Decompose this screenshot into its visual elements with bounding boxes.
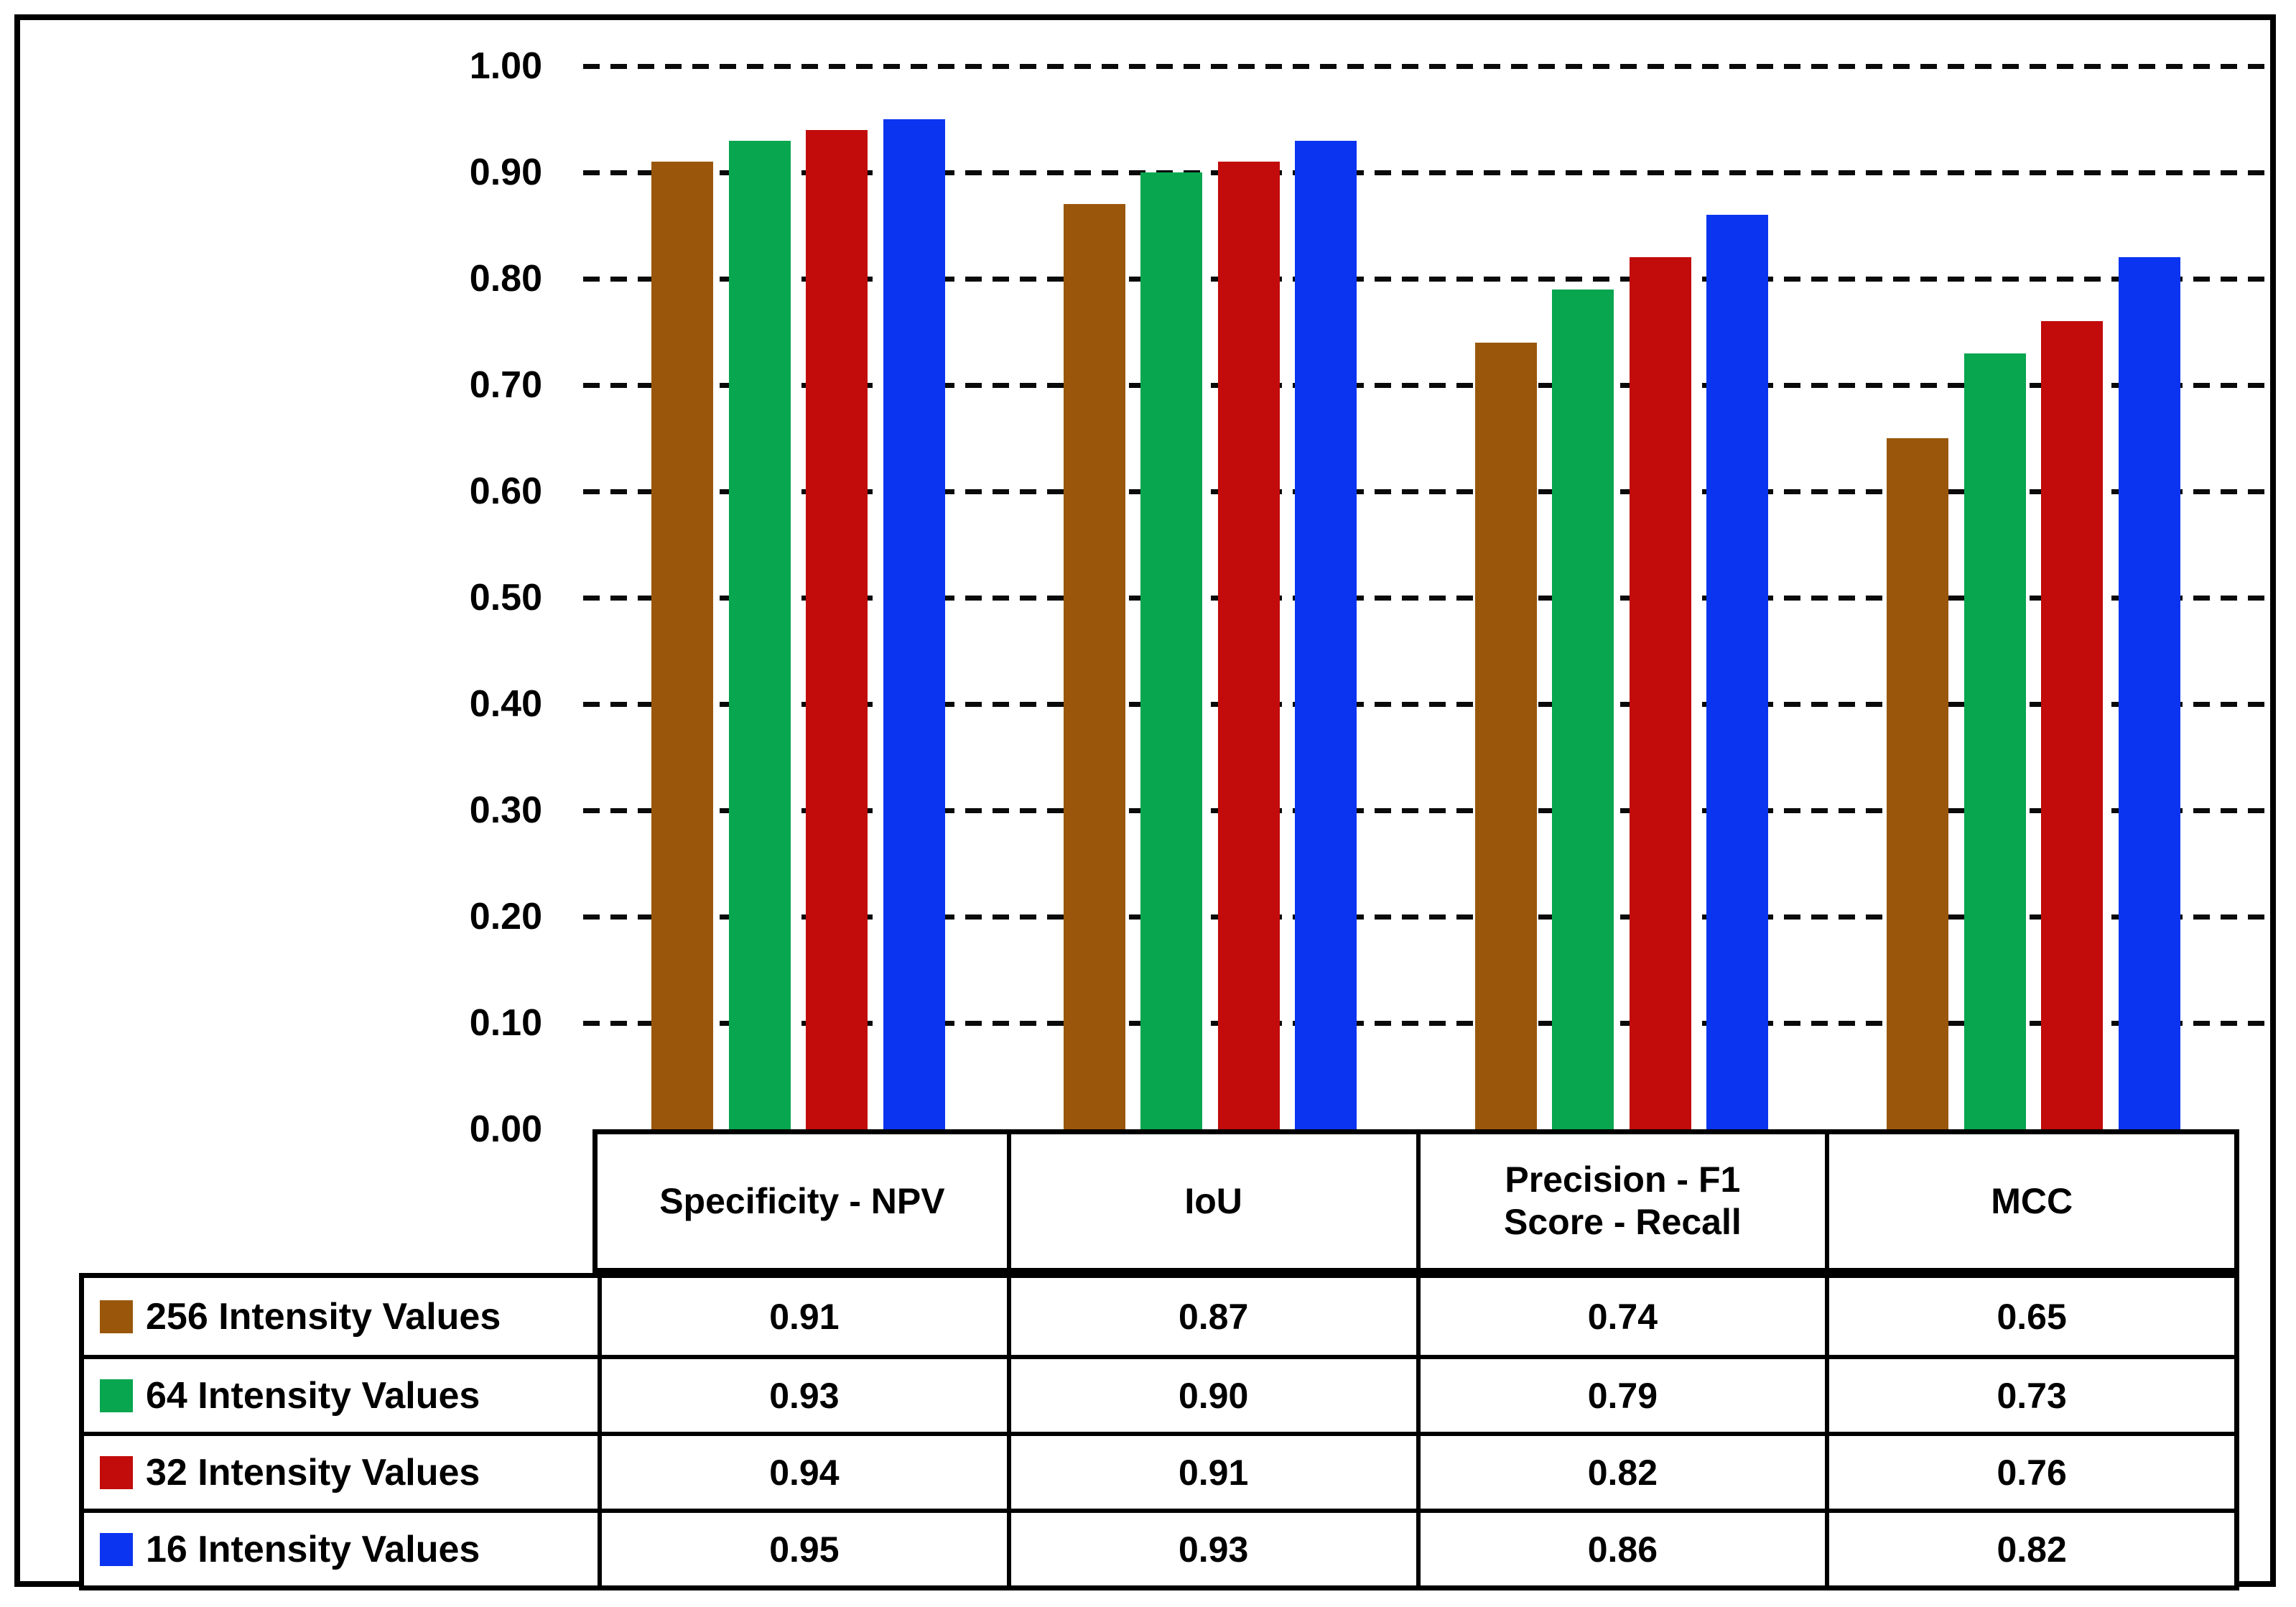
bar-series0-cat3	[1887, 438, 1948, 1129]
gridline-0.90	[583, 170, 2269, 175]
bar-series2-cat0	[806, 130, 868, 1129]
legend-row-0: 256 Intensity Values	[84, 1278, 598, 1355]
value-cell-r3-c3: 0.82	[1825, 1509, 2234, 1585]
value-cell-r0-c1: 0.87	[1006, 1278, 1416, 1355]
legend-label-2: 32 Intensity Values	[146, 1451, 480, 1493]
value-cell-r0-c2: 0.74	[1416, 1278, 1826, 1355]
table-header-row: Specificity - NPV IoU Precision - F1 Score…	[592, 1129, 2239, 1273]
category-header-2: Precision - F1 Score - Recall	[1416, 1134, 1826, 1268]
gridline-0.10	[583, 1021, 2269, 1026]
bar-series2-cat1	[1218, 162, 1280, 1129]
value-cell-r0-c0: 0.91	[598, 1278, 1007, 1355]
legend-label-1: 64 Intensity Values	[146, 1374, 480, 1417]
legend-swatch-3	[100, 1532, 133, 1566]
bar-series2-cat2	[1630, 257, 1691, 1129]
value-cell-r2-c1: 0.91	[1006, 1432, 1416, 1509]
value-cell-r1-c0: 0.93	[598, 1355, 1007, 1432]
value-cell-r1-c3: 0.73	[1825, 1355, 2234, 1432]
gridline-0.40	[583, 702, 2269, 707]
bar-series0-cat0	[651, 162, 713, 1129]
gridline-0.20	[583, 914, 2269, 920]
y-axis-tick-label: 0.20	[469, 896, 542, 937]
y-axis-tick-label: 0.80	[469, 258, 542, 300]
y-axis-tick-label: 0.10	[469, 1002, 542, 1044]
y-axis-tick-label: 1.00	[469, 45, 542, 87]
bar-series1-cat3	[1964, 353, 2026, 1129]
bar-series3-cat0	[883, 119, 945, 1129]
category-header-0: Specificity - NPV	[659, 1180, 945, 1221]
value-cell-r1-c2: 0.79	[1416, 1355, 1826, 1432]
value-cell-r3-c1: 0.93	[1006, 1509, 1416, 1585]
bar-series3-cat3	[2119, 257, 2180, 1129]
bar-series1-cat2	[1552, 290, 1614, 1129]
value-cell-r3-c0: 0.95	[598, 1509, 1007, 1585]
legend-swatch-0	[100, 1300, 133, 1333]
bar-series3-cat1	[1295, 141, 1357, 1129]
gridline-0.50	[583, 596, 2269, 601]
value-cell-r3-c2: 0.86	[1416, 1509, 1826, 1585]
value-cell-r2-c0: 0.94	[598, 1432, 1007, 1509]
value-cell-r0-c3: 0.65	[1825, 1278, 2234, 1355]
y-axis-tick-label: 0.70	[469, 364, 542, 406]
bar-series0-cat2	[1475, 343, 1537, 1129]
gridline-0.60	[583, 489, 2269, 494]
value-cell-r1-c1: 0.90	[1006, 1355, 1416, 1432]
gridline-0.80	[583, 277, 2269, 282]
category-header-3: MCC	[1825, 1134, 2234, 1268]
gridline-0.70	[583, 383, 2269, 388]
value-cell-r2-c2: 0.82	[1416, 1432, 1826, 1509]
bar-series2-cat3	[2041, 321, 2103, 1129]
y-axis-tick-label: 0.90	[469, 152, 542, 193]
value-cell-r2-c3: 0.76	[1825, 1432, 2234, 1509]
gridline-0.30	[583, 808, 2269, 813]
y-axis-tick-label: 0.00	[469, 1108, 542, 1150]
legend-swatch-1	[100, 1379, 133, 1412]
legend-row-3: 16 Intensity Values	[84, 1509, 598, 1585]
legend-label-0: 256 Intensity Values	[146, 1295, 501, 1338]
y-axis-tick-label: 0.60	[469, 471, 542, 512]
y-axis-tick-label: 0.40	[469, 683, 542, 725]
y-axis-tick-label: 0.30	[469, 789, 542, 831]
bar-series0-cat1	[1064, 204, 1125, 1129]
legend-swatch-2	[100, 1455, 133, 1489]
category-header-1: IoU	[1006, 1134, 1416, 1268]
bar-series1-cat1	[1140, 172, 1202, 1129]
y-axis-tick-label: 0.50	[469, 577, 542, 619]
gridline-1.00	[583, 64, 2269, 69]
legend-row-2: 32 Intensity Values	[84, 1432, 598, 1509]
table-body: 256 Intensity Values 0.91 0.87 0.74 0.65 64 I…	[79, 1273, 2239, 1590]
bar-series1-cat0	[729, 141, 791, 1129]
legend-label-3: 16 Intensity Values	[146, 1528, 480, 1570]
legend-row-1: 64 Intensity Values	[84, 1355, 598, 1432]
bar-series3-cat2	[1706, 215, 1768, 1129]
